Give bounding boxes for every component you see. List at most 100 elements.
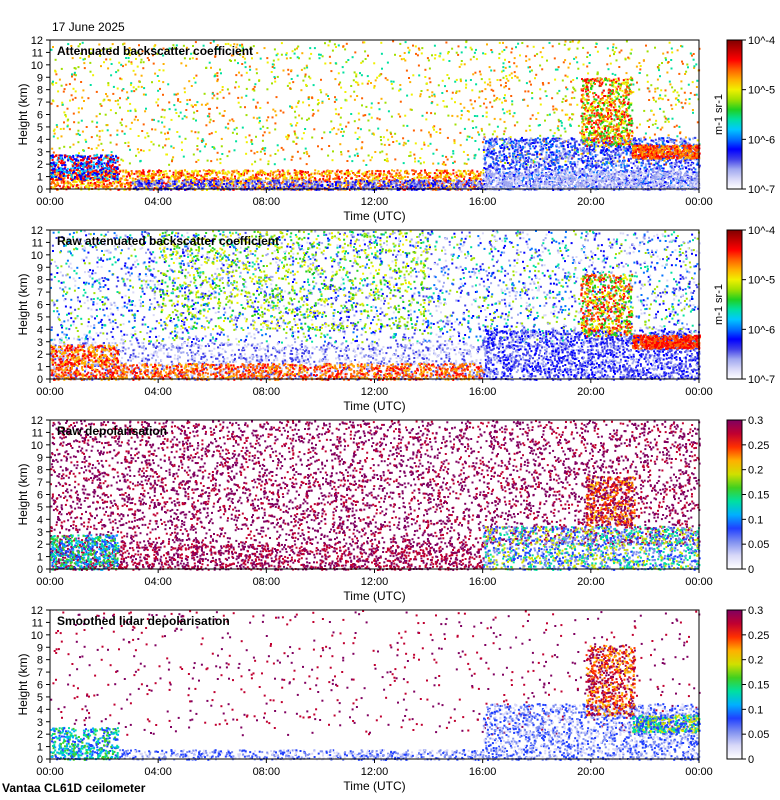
- colorbar-tick-label: 0: [748, 564, 754, 576]
- x-tick-label: 20:00: [577, 386, 605, 398]
- colorbar-tick-label: 0.15: [748, 490, 769, 502]
- colorbar-gradient: [726, 419, 743, 570]
- y-tick-label: 4: [37, 704, 43, 716]
- heatmap-field: [50, 420, 701, 571]
- y-tick-label: 3: [37, 147, 43, 159]
- x-tick-label: 00:00: [36, 576, 64, 588]
- y-tick-label: 5: [37, 502, 43, 514]
- colorbar-tick-label: 10^-5: [748, 85, 775, 97]
- y-tick-label: 11: [32, 427, 43, 439]
- colorbar: 0 0.05 0.1 0.15 0.2 0.25 0.3: [726, 416, 769, 576]
- y-tick-label: 8: [37, 275, 43, 287]
- panel-raw-depolarisation: 0 1 2 3 4 5 6 7 8 9 10 11 12 00:00 04:00 08:00 12:00 16:0…: [0, 416, 780, 606]
- colorbar-tick-label: 0.1: [748, 514, 763, 526]
- x-tick-label: 12:00: [361, 386, 389, 398]
- y-tick-label: 11: [32, 47, 43, 59]
- x-tick-label: 08:00: [253, 196, 281, 208]
- colorbar-tick-label: 0: [748, 754, 754, 766]
- y-tick-label: 5: [37, 122, 43, 134]
- colorbar-tick-label: 10^-4: [748, 36, 775, 47]
- y-tick-label: 3: [37, 337, 43, 349]
- y-tick-label: 1: [37, 742, 43, 754]
- x-tick-label: 00:00: [36, 766, 64, 778]
- panel-attenuated-backscatter: 0 1 2 3 4 5 6 7 8 9 10 11 12 00:00 04:00 08:00 12:00 16:0…: [0, 36, 780, 226]
- x-tick-label: 00:00: [36, 196, 64, 208]
- x-tick-label: 00:00: [685, 196, 713, 208]
- colorbar-gradient: [726, 39, 743, 190]
- y-tick-label: 12: [31, 226, 43, 237]
- x-tick-label: 04:00: [144, 196, 172, 208]
- colorbar-unit: m-1 sr-1: [713, 94, 725, 135]
- colorbar-tick-label: 0.25: [748, 630, 769, 642]
- y-tick-label: 0: [37, 564, 43, 576]
- y-tick-label: 10: [31, 440, 43, 452]
- y-tick-label: 2: [37, 349, 43, 361]
- colorbar-tick-label: 0.3: [748, 416, 763, 427]
- y-tick-label: 8: [37, 85, 43, 97]
- colorbar: 10^-7 10^-6 10^-5 10^-4 m-1 sr-1: [713, 36, 775, 196]
- y-tick-label: 4: [37, 324, 43, 336]
- y-tick-label: 3: [37, 717, 43, 729]
- x-tick-label: 00:00: [685, 386, 713, 398]
- y-tick-label: 6: [37, 110, 43, 122]
- x-tick-label: 12:00: [361, 196, 389, 208]
- y-tick-label: 10: [31, 250, 43, 262]
- x-tick-label: 20:00: [577, 766, 605, 778]
- colorbar-tick-label: 0.05: [748, 539, 769, 551]
- x-tick-label: 20:00: [577, 576, 605, 588]
- x-tick-label: 04:00: [144, 576, 172, 588]
- colorbar-tick-label: 0.3: [748, 606, 763, 617]
- y-tick-label: 8: [37, 465, 43, 477]
- x-axis-title: Time (UTC): [343, 399, 405, 413]
- x-tick-label: 08:00: [253, 386, 281, 398]
- y-tick-label: 1: [37, 172, 43, 184]
- y-tick-label: 12: [31, 36, 43, 47]
- panel-smoothed-depolarisation: 0 1 2 3 4 5 6 7 8 9 10 11 12 00:00 04:00 08:00 12:00 16:0…: [0, 606, 780, 796]
- x-tick-label: 00:00: [36, 386, 64, 398]
- x-tick-label: 08:00: [253, 766, 281, 778]
- y-tick-label: 8: [37, 655, 43, 667]
- x-axis-title: Time (UTC): [343, 209, 405, 223]
- y-axis-title: Height (km): [16, 83, 30, 145]
- x-tick-label: 04:00: [144, 766, 172, 778]
- y-tick-label: 6: [37, 300, 43, 312]
- y-axis-title: Height (km): [16, 653, 30, 715]
- colorbar-tick-label: 0.25: [748, 440, 769, 452]
- panel-title: Attenuated backscatter coefficient: [57, 44, 253, 58]
- panel-title: Raw attenuated backscatter coefficient: [57, 234, 279, 248]
- heatmap-field: [50, 610, 701, 761]
- x-tick-label: 16:00: [469, 576, 497, 588]
- y-tick-label: 7: [37, 97, 43, 109]
- x-tick-label: 16:00: [469, 766, 497, 778]
- y-tick-label: 12: [31, 416, 43, 427]
- y-tick-label: 3: [37, 527, 43, 539]
- x-tick-label: 20:00: [577, 196, 605, 208]
- y-tick-label: 1: [37, 362, 43, 374]
- y-tick-label: 9: [37, 642, 43, 654]
- colorbar-tick-label: 0.2: [748, 655, 763, 667]
- x-tick-label: 16:00: [469, 386, 497, 398]
- colorbar-tick-label: 10^-6: [748, 324, 775, 336]
- y-tick-label: 5: [37, 312, 43, 324]
- y-tick-label: 6: [37, 490, 43, 502]
- y-tick-label: 0: [37, 184, 43, 196]
- y-tick-label: 11: [32, 237, 43, 249]
- colorbar-tick-label: 0.05: [748, 729, 769, 741]
- colorbar-tick-label: 0.2: [748, 465, 763, 477]
- instrument-label: Vantaa CL61D ceilometer: [2, 781, 145, 795]
- colorbar: 10^-7 10^-6 10^-5 10^-4 m-1 sr-1: [713, 226, 775, 386]
- y-tick-label: 11: [32, 617, 43, 629]
- x-axis-title: Time (UTC): [343, 779, 405, 793]
- y-tick-label: 6: [37, 680, 43, 692]
- y-tick-label: 4: [37, 514, 43, 526]
- y-tick-label: 2: [37, 159, 43, 171]
- colorbar-tick-label: 10^-5: [748, 275, 775, 287]
- colorbar-tick-label: 10^-6: [748, 134, 775, 146]
- y-tick-label: 7: [37, 287, 43, 299]
- y-tick-label: 9: [37, 452, 43, 464]
- y-tick-label: 1: [37, 552, 43, 564]
- colorbar-tick-label: 0.1: [748, 704, 763, 716]
